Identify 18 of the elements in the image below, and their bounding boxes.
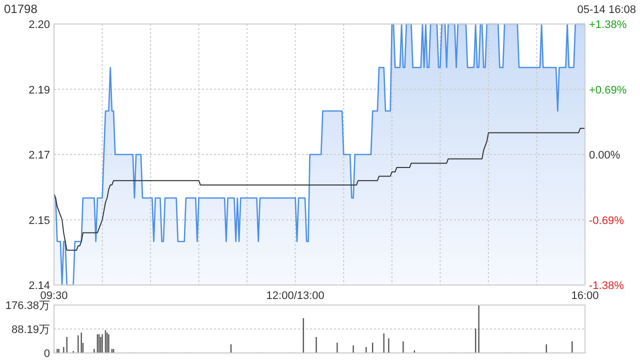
chart-title: 01798 bbox=[4, 2, 38, 16]
y-tick-label: 2.17 bbox=[28, 150, 50, 162]
y-tick-label: 0 bbox=[44, 348, 50, 360]
x-tick-label: 16:00 bbox=[571, 290, 599, 302]
y2-tick-label: -0.69% bbox=[589, 214, 624, 227]
y-tick-label: 2.20 bbox=[28, 19, 50, 31]
y-tick-label: 176.38万 bbox=[5, 300, 50, 312]
x-tick-label: 09:30 bbox=[40, 290, 68, 302]
x-tick-label: 12:00/13:00 bbox=[266, 290, 324, 302]
text: 05-14 16:08 bbox=[577, 4, 636, 16]
y-tick-label: 2.14 bbox=[28, 280, 50, 292]
y-tick-label: 2.15 bbox=[28, 214, 50, 227]
y2-tick-label: -1.38% bbox=[589, 280, 624, 292]
y-tick-label: 2.19 bbox=[28, 84, 50, 96]
y2-tick-label: 0.00% bbox=[589, 150, 620, 162]
y2-tick-label: +1.38% bbox=[589, 19, 627, 31]
y2-tick-label: +0.69% bbox=[589, 84, 627, 96]
y-tick-label: 88.19万 bbox=[11, 324, 50, 336]
